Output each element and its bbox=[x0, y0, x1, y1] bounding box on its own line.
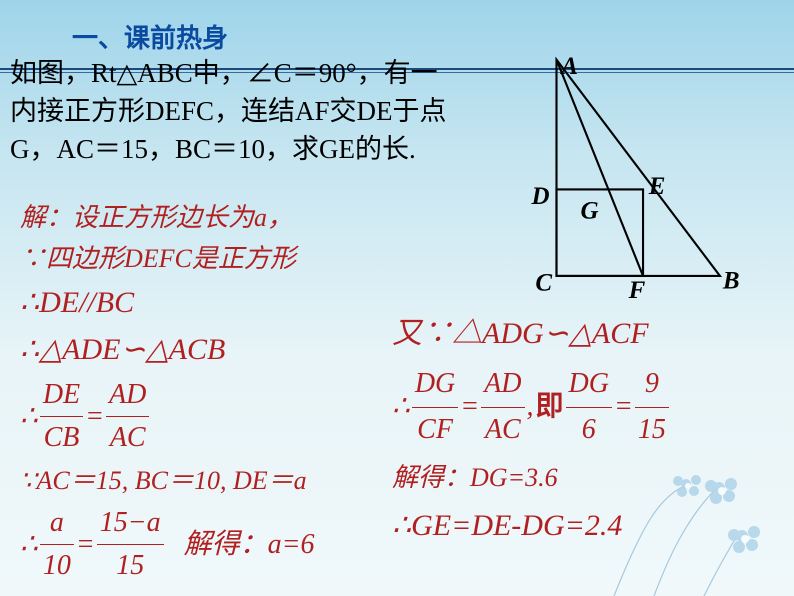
sol-line-3: ∴DE//BC bbox=[20, 280, 315, 325]
problem-line-2: 内接正方形DEFC，连结AF交DE于点 bbox=[10, 96, 447, 126]
sol-line-6: ∵AC＝15, BC＝10, DE＝a bbox=[20, 461, 315, 500]
sol-line-7: ∴ a10 = 15−a15 解得：a=6 bbox=[20, 502, 315, 587]
frac-num: a bbox=[40, 502, 74, 545]
frac-den: CF bbox=[412, 408, 458, 453]
section-title: 一、课前热身 bbox=[72, 18, 228, 55]
comma: , bbox=[527, 385, 534, 430]
problem-line-3: G，AC＝15，BC＝10，求GE的长. bbox=[10, 134, 416, 164]
eq-sign: = bbox=[614, 385, 633, 430]
frac-ad-ac-2: ADAC bbox=[481, 362, 524, 453]
triangle-abc bbox=[557, 60, 720, 276]
label-g: G bbox=[581, 197, 599, 224]
sol-l7-sym: ∴ bbox=[20, 524, 38, 566]
frac-num: 15−a bbox=[97, 502, 164, 545]
frac-a-10: a10 bbox=[40, 502, 74, 587]
frac-den: 15 bbox=[97, 545, 164, 587]
geometry-diagram: A B C D E F G bbox=[474, 50, 764, 300]
frac-dg-cf: DGCF bbox=[412, 362, 458, 453]
eq-sign: = bbox=[76, 524, 95, 566]
sol-r2-sym: ∴ bbox=[392, 385, 410, 430]
eq-sign: = bbox=[460, 385, 479, 430]
frac-den: AC bbox=[106, 417, 149, 459]
frac-num: DE bbox=[40, 374, 83, 417]
frac-den: AC bbox=[481, 408, 524, 453]
label-b: B bbox=[722, 267, 740, 294]
sol-line-5: ∴ DECB = ADAC bbox=[20, 374, 315, 459]
problem-line-1: 如图，Rt△ABC中，∠C＝90°，有一 bbox=[10, 58, 438, 88]
sol-l1-suffix: ， bbox=[267, 203, 293, 232]
sol-l1-var: a bbox=[254, 203, 267, 232]
label-a: A bbox=[559, 53, 578, 80]
frac-num: AD bbox=[481, 362, 524, 408]
label-e: E bbox=[648, 173, 666, 200]
frac-num: DG bbox=[412, 362, 458, 408]
frac-den: CB bbox=[40, 417, 83, 459]
decorative-flowers bbox=[594, 436, 794, 596]
frac-num: AD bbox=[106, 374, 149, 417]
frac-den: 10 bbox=[40, 545, 74, 587]
sol-line-4: ∴△ADE∽△ACB bbox=[20, 327, 315, 372]
frac-num: 9 bbox=[635, 362, 669, 408]
sol-line-2: ∵四边形DEFC是正方形 bbox=[20, 239, 315, 278]
solution-left: 解：设正方形边长为a， ∵四边形DEFC是正方形 ∴DE//BC ∴△ADE∽△… bbox=[20, 198, 315, 589]
sol-line-1: 解：设正方形边长为a， bbox=[20, 198, 315, 237]
frac-de-cb: DECB bbox=[40, 374, 83, 459]
sol-r1: 又∵△ADG∽△ACF bbox=[392, 310, 669, 358]
line-af bbox=[557, 60, 644, 276]
sol-l1-prefix: 解：设正方形边长为 bbox=[20, 203, 254, 232]
frac-ad-ac: ADAC bbox=[106, 374, 149, 459]
frac-num: DG bbox=[566, 362, 612, 408]
eq-sign: = bbox=[85, 396, 104, 438]
sol-l7-solve: 解得：a=6 bbox=[184, 524, 315, 566]
frac-15a-15: 15−a15 bbox=[97, 502, 164, 587]
label-d: D bbox=[531, 183, 550, 210]
label-c: C bbox=[535, 269, 552, 296]
label-f: F bbox=[628, 277, 646, 300]
square-defc bbox=[557, 189, 644, 276]
sol-l5-sym: ∴ bbox=[20, 396, 38, 438]
ji-label: 即 bbox=[536, 385, 564, 430]
problem-text: 如图，Rt△ABC中，∠C＝90°，有一 内接正方形DEFC，连结AF交DE于点… bbox=[10, 55, 450, 168]
